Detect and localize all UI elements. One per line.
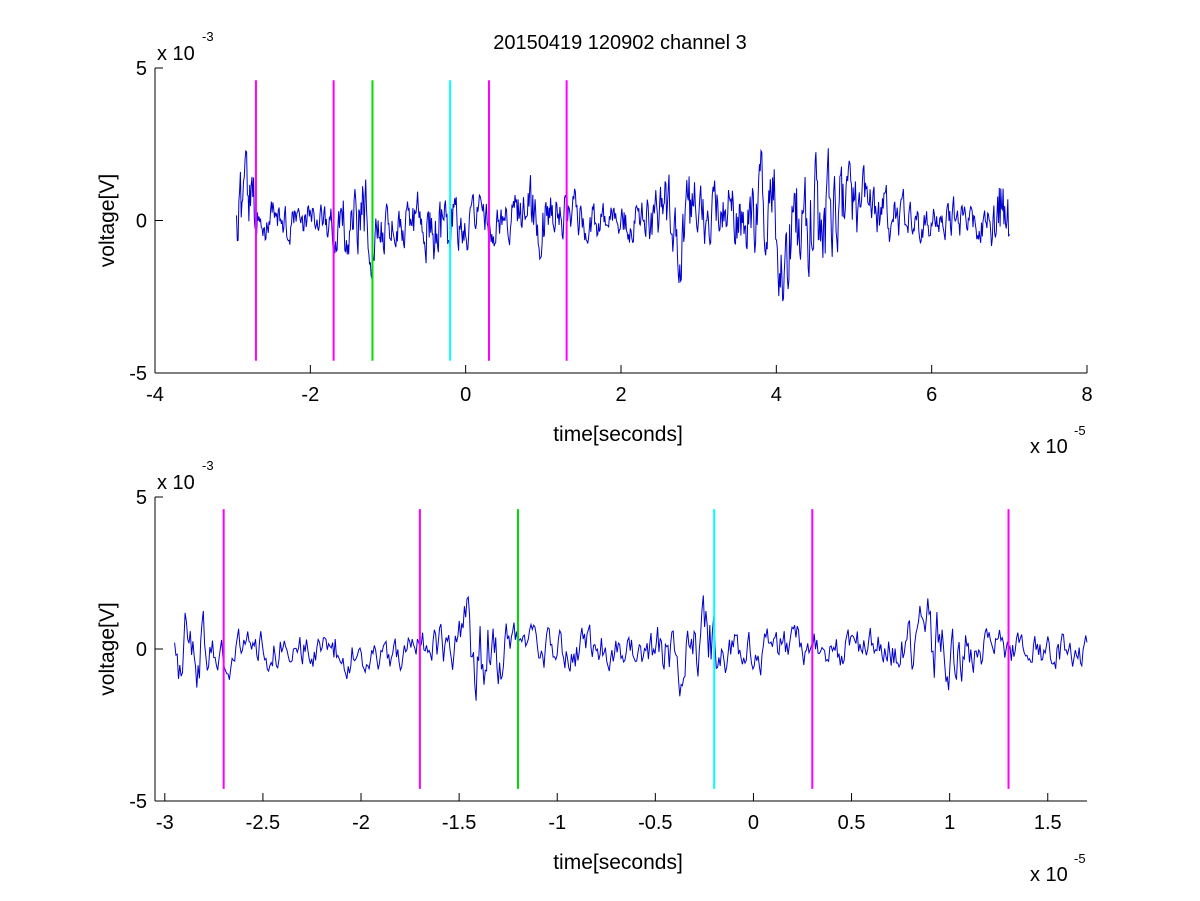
y-multiplier: x 10	[157, 472, 195, 494]
x-tick-label: 4	[771, 384, 782, 406]
x-axis-label: time[seconds]	[553, 423, 683, 446]
y-axis-label: voltage[V]	[96, 602, 119, 695]
x-tick-label: 1	[944, 812, 955, 834]
x-tick-label: -2	[301, 384, 319, 406]
x-exponent: -5	[1074, 423, 1086, 438]
voltage-trace	[174, 595, 1088, 701]
x-axis-label: time[seconds]	[553, 851, 683, 874]
y-tick-label: 5	[136, 487, 147, 509]
x-tick-label: 6	[926, 384, 937, 406]
y-tick-label: 0	[136, 211, 147, 233]
y-axis-label: voltage[V]	[96, 174, 119, 267]
figure-title: 20150419 120902 channel 3	[493, 32, 747, 54]
y-tick-label: 5	[136, 58, 147, 80]
y-tick-label: -5	[129, 791, 147, 813]
x-tick-label: -1.5	[442, 812, 476, 834]
x-tick-label: 0.5	[838, 812, 866, 834]
x-tick-label: 8	[1081, 384, 1092, 406]
x-tick-label: -2	[352, 812, 370, 834]
y-exponent: -3	[202, 458, 214, 473]
x-multiplier: x 10	[1030, 864, 1068, 886]
x-tick-label: -2.5	[246, 812, 280, 834]
x-tick-label: 2	[615, 384, 626, 406]
x-tick-label: -3	[156, 812, 174, 834]
y-exponent: -3	[202, 29, 214, 44]
x-tick-label: -1	[548, 812, 566, 834]
x-tick-label: 0	[748, 812, 759, 834]
y-tick-label: -5	[129, 363, 147, 385]
x-exponent: -5	[1074, 851, 1086, 866]
top-plot: -4 -2 0 2 4 6 8 -5 0 5 time[seconds] voltage[V] x 10…	[96, 29, 1093, 458]
x-tick-label: 1.5	[1034, 812, 1062, 834]
x-tick-label: 0	[460, 384, 471, 406]
y-tick-label: 0	[136, 639, 147, 661]
x-multiplier: x 10	[1030, 436, 1068, 458]
x-tick-label: -0.5	[638, 812, 672, 834]
x-tick-label: -4	[146, 384, 164, 406]
bottom-plot: -3 -2.5 -2 -1.5 -1 -0.5 0 0.5 1 1.5 -5 0 5 time[secon…	[96, 458, 1088, 886]
voltage-trace	[236, 148, 1010, 302]
y-multiplier: x 10	[157, 43, 195, 65]
